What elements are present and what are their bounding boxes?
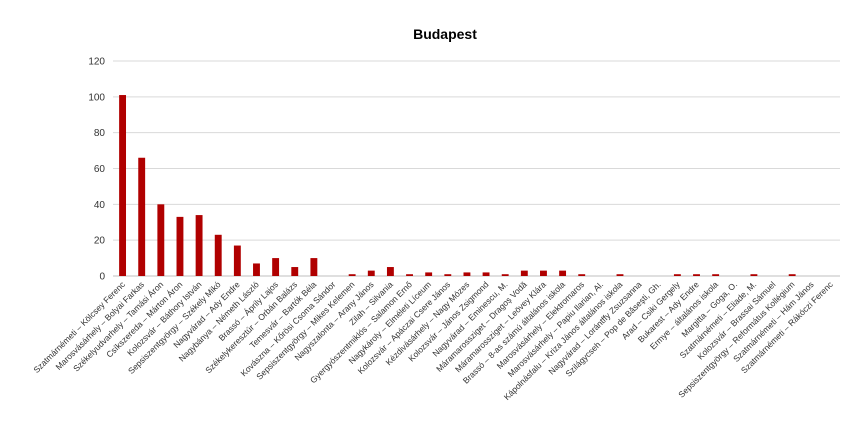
bar [176,216,184,276]
bar [673,274,681,276]
y-axis-ticks: 0 20 40 60 80 100 120 [88,57,105,283]
bar [444,274,452,276]
bar [310,258,318,276]
y-tick-label: 120 [88,57,105,68]
bar [482,272,490,276]
bar [540,270,547,276]
bar [788,274,796,276]
bars [119,95,796,277]
y-tick-label: 0 [99,272,105,283]
bar [367,270,375,276]
bar [195,215,203,276]
y-tick-label: 60 [94,164,106,175]
bar [386,267,394,276]
bar [578,274,586,276]
bar [348,274,356,276]
chart-title: Budapest [413,26,477,42]
bar [750,274,758,276]
bar [501,274,509,276]
bar [291,267,299,276]
bar [253,263,260,276]
bar [463,272,471,276]
y-tick-label: 40 [94,200,106,211]
gridlines [113,60,840,277]
bar [157,204,165,276]
bar [138,157,146,276]
bar [233,245,241,276]
bar [406,274,413,276]
x-axis-ticks: Szatmárnémeti – Kölcsey FerencMarosvásár… [31,279,835,402]
bar [616,274,624,276]
bar [712,274,720,276]
bar [272,258,280,276]
y-tick-label: 80 [94,128,106,139]
y-tick-label: 100 [88,92,105,103]
bar [214,234,222,276]
bar [119,95,127,277]
y-tick-label: 20 [94,236,106,247]
bar [425,272,433,276]
bar [520,270,528,276]
bar [559,270,567,276]
bar [693,274,700,276]
